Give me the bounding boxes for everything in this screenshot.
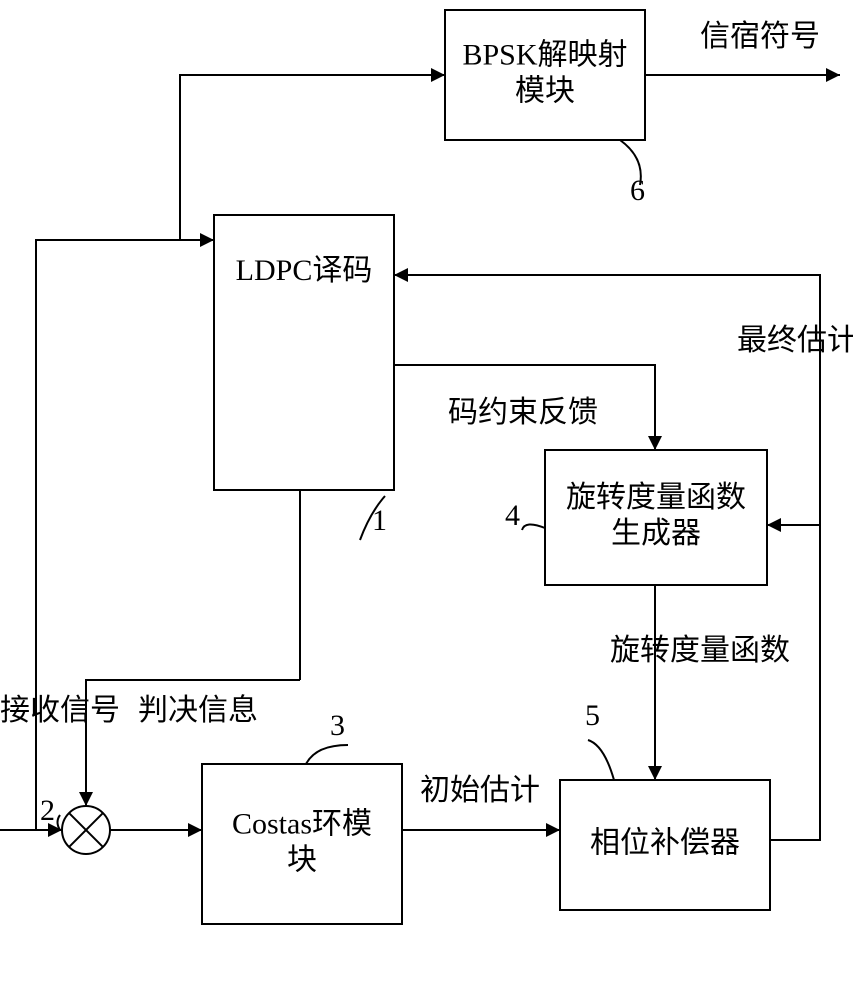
- node-number: 3: [330, 709, 345, 742]
- costas-label: Costas环模: [232, 808, 372, 841]
- node-number: 2: [40, 794, 55, 827]
- node-number: 6: [630, 174, 645, 207]
- node-number: 1: [372, 504, 387, 537]
- rotgen-label: 生成器: [611, 517, 701, 550]
- edge-label: 接收信号: [0, 694, 120, 727]
- edge-label: 判决信息: [138, 694, 258, 727]
- ldpc-label: LDPC译码: [236, 254, 373, 287]
- edge-label: 旋转度量函数: [610, 634, 790, 667]
- edge-label: 码约束反馈: [448, 396, 598, 429]
- edge-label: 初始估计: [420, 774, 540, 807]
- phase-label: 相位补偿器: [590, 827, 740, 860]
- bpsk-label: BPSK解映射: [462, 39, 627, 72]
- edge-label: 最终估计: [737, 324, 853, 357]
- bpsk-label: 模块: [515, 75, 575, 108]
- edge-label: 信宿符号: [700, 20, 820, 53]
- costas-label: 块: [287, 844, 317, 877]
- node-number: 5: [585, 699, 600, 732]
- node-number: 4: [505, 499, 520, 532]
- rotgen-label: 旋转度量函数: [566, 481, 746, 514]
